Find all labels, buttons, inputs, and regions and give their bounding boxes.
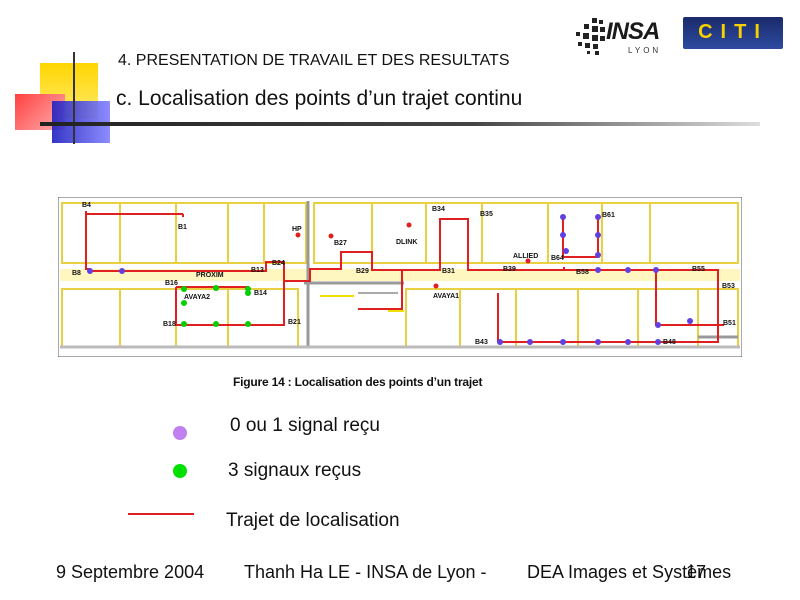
subsection-title: c. Localisation des points d’un trajet c… bbox=[116, 87, 523, 110]
title-underline bbox=[40, 122, 760, 126]
room-label: B48 bbox=[663, 339, 676, 346]
room-label: B61 bbox=[602, 212, 615, 219]
room-label: B35 bbox=[480, 211, 493, 218]
legend-green-dot bbox=[173, 464, 187, 478]
room-label: B13 bbox=[251, 267, 264, 274]
room-label: B27 bbox=[334, 240, 347, 247]
room-label: ALLIED bbox=[513, 253, 538, 260]
insa-logo-city: LYON bbox=[628, 46, 662, 55]
room-label: B4 bbox=[82, 202, 91, 209]
room-label: PROXIM bbox=[196, 272, 224, 279]
room-label: B14 bbox=[254, 290, 267, 297]
footer-page-number: 17 bbox=[686, 562, 707, 582]
room-label: B34 bbox=[432, 206, 445, 213]
legend-line-label: Trajet de localisation bbox=[226, 510, 400, 531]
room-label: DLINK bbox=[396, 239, 417, 246]
room-label: B64 bbox=[551, 255, 564, 262]
room-label: B8 bbox=[72, 270, 81, 277]
room-label: HP bbox=[292, 226, 302, 233]
citi-logo: CITI bbox=[683, 17, 783, 49]
legend-purple-label: 0 ou 1 signal reçu bbox=[230, 415, 380, 436]
legend-purple-dot bbox=[173, 426, 187, 440]
footer-lab: DEA Images et Systèmes bbox=[527, 562, 732, 582]
legend-line-sample bbox=[128, 513, 194, 515]
room-label: B21 bbox=[288, 319, 301, 326]
room-label: B55 bbox=[692, 266, 705, 273]
room-label: AVAYA2 bbox=[184, 294, 210, 301]
room-label: B24 bbox=[272, 260, 285, 267]
decor-vertical-line bbox=[73, 52, 75, 144]
room-label: B29 bbox=[356, 268, 369, 275]
section-title: 4. PRESENTATION DE TRAVAIL ET DES RESULT… bbox=[118, 52, 510, 69]
room-label: B39 bbox=[503, 266, 516, 273]
insa-dots-icon bbox=[576, 18, 605, 55]
floor-plan-figure: B4 B1 HP B27 DLINK B34 B35 B61 ALLIED B6… bbox=[57, 196, 743, 358]
legend-green-label: 3 signaux reçus bbox=[228, 460, 362, 481]
room-label: B51 bbox=[723, 320, 736, 327]
room-label: B1 bbox=[178, 224, 187, 231]
floor-plan-svg: B4 B1 HP B27 DLINK B34 B35 B61 ALLIED B6… bbox=[57, 196, 743, 358]
footer-author: Thanh Ha LE - INSA de Lyon - bbox=[244, 562, 487, 582]
room-label: B16 bbox=[165, 280, 178, 287]
room-label: B43 bbox=[475, 339, 488, 346]
insa-logo-text: INSA bbox=[606, 18, 660, 45]
room-label: B31 bbox=[442, 268, 455, 275]
footer-date: 9 Septembre 2004 bbox=[56, 562, 205, 582]
citi-logo-text: CITI bbox=[698, 21, 768, 43]
room-label: B58 bbox=[576, 269, 589, 276]
room-label: AVAYA1 bbox=[433, 293, 459, 300]
insa-logo: INSA LYON bbox=[572, 12, 668, 58]
room-label: B18 bbox=[163, 321, 176, 328]
figure-caption: Figure 14 : Localisation des points d’un… bbox=[233, 375, 483, 389]
room-label: B53 bbox=[722, 283, 735, 290]
